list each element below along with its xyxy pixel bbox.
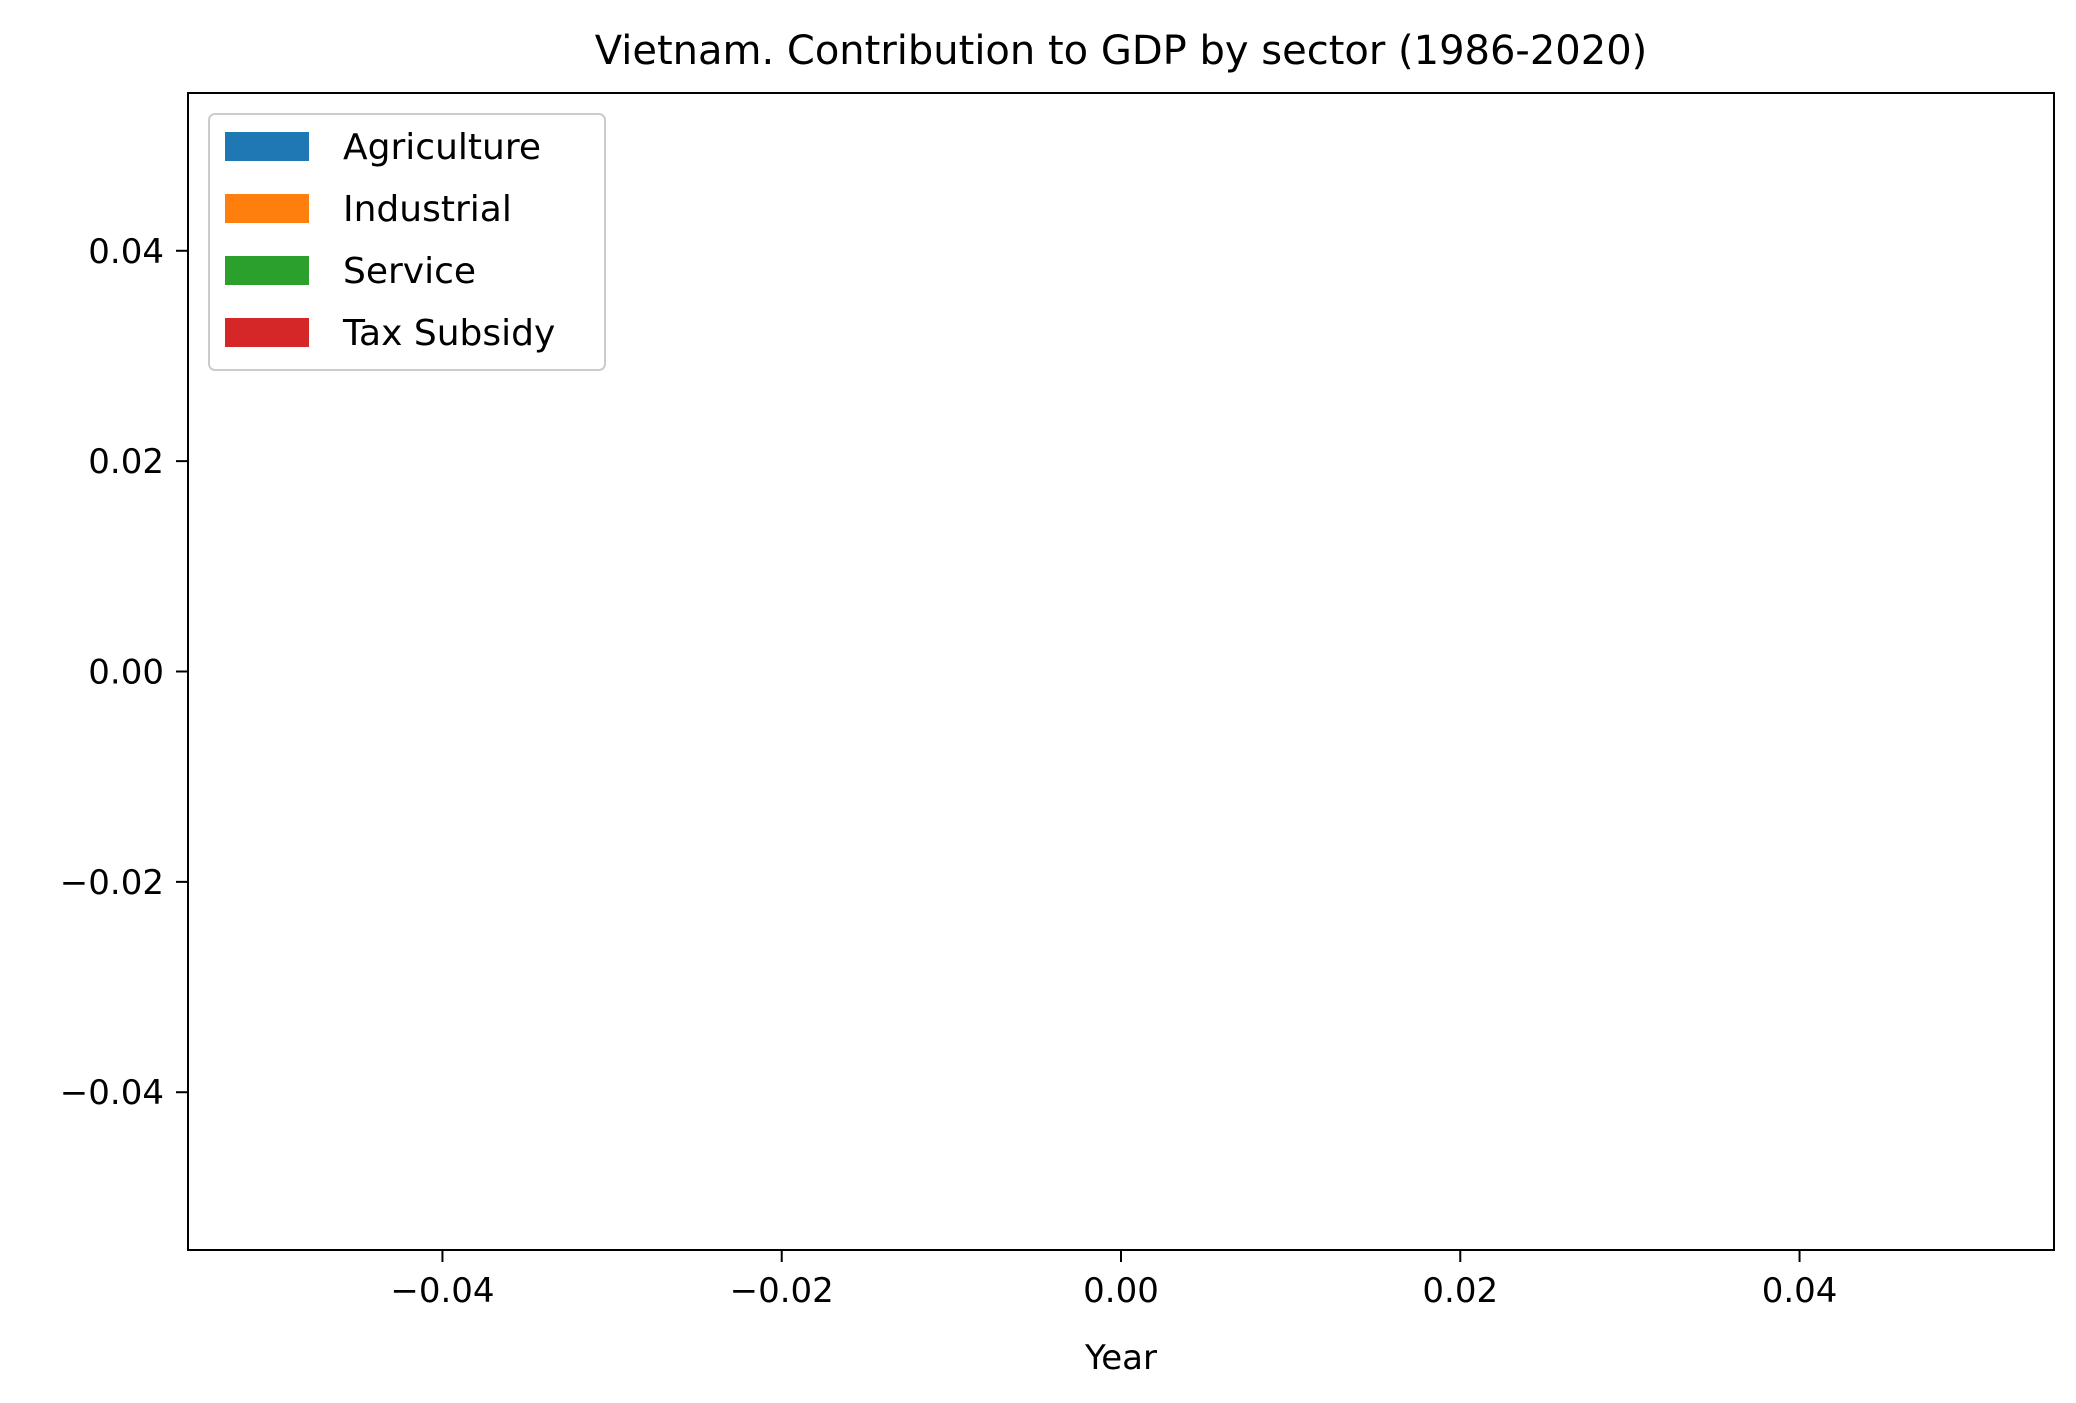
legend: Agriculture Industrial Service Tax Subsidy: [208, 113, 606, 371]
legend-swatch-industrial: [225, 194, 309, 223]
legend-label: Service: [343, 251, 476, 292]
y-tick-label: 0.00: [88, 653, 164, 693]
y-tick-label: −0.04: [60, 1073, 164, 1113]
legend-swatch-agriculture: [225, 132, 309, 161]
legend-frame: [208, 113, 606, 371]
y-tick-label: 0.04: [88, 232, 164, 272]
legend-swatch-tax-subsidy: [225, 318, 309, 347]
x-tick-label: −0.04: [390, 1271, 494, 1311]
y-axis: 0.04 0.02 0.00 −0.02 −0.04: [60, 232, 188, 1113]
legend-label: Tax Subsidy: [342, 313, 555, 354]
x-tick-label: 0.04: [1762, 1271, 1838, 1311]
chart-title: Vietnam. Contribution to GDP by sector (…: [595, 28, 1648, 74]
y-tick-label: 0.02: [88, 442, 164, 482]
x-axis-label: Year: [1084, 1338, 1157, 1378]
legend-label: Industrial: [343, 189, 512, 230]
x-tick-label: −0.02: [730, 1271, 834, 1311]
legend-label: Agriculture: [343, 127, 541, 168]
x-tick-label: 0.00: [1083, 1271, 1159, 1311]
x-tick-label: 0.02: [1422, 1271, 1498, 1311]
legend-swatch-service: [225, 256, 309, 285]
x-axis: −0.04 −0.02 0.00 0.02 0.04: [390, 1250, 1837, 1311]
y-tick-label: −0.02: [60, 863, 164, 903]
